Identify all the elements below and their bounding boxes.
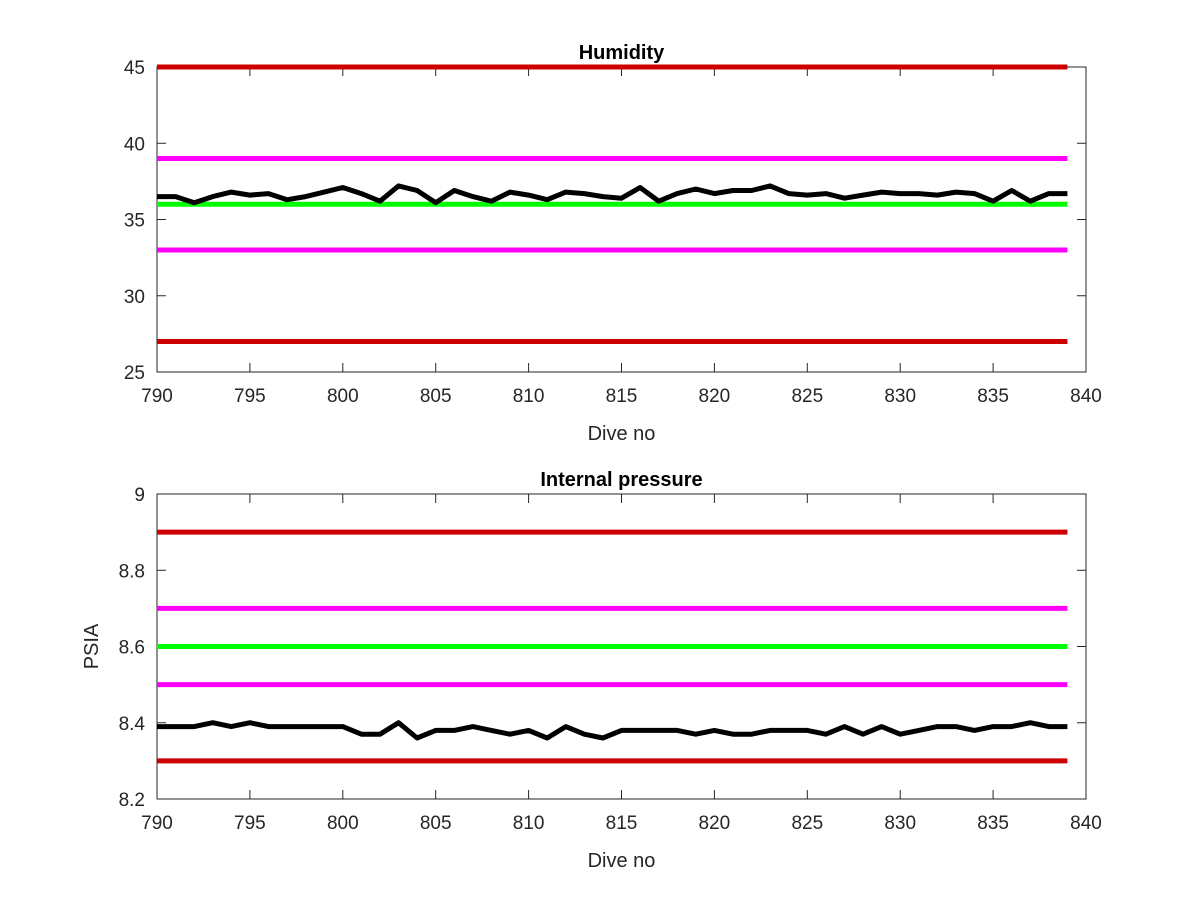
y-tick-label: 25: [124, 363, 145, 384]
x-tick-label: 800: [327, 813, 359, 834]
series-line: [157, 720, 1068, 741]
x-tick-label: 790: [141, 813, 173, 834]
x-tick-label: 840: [1070, 813, 1102, 834]
x-tick-label: 825: [791, 386, 823, 407]
x-tick-label: 795: [234, 813, 266, 834]
x-tick-label: 830: [884, 813, 916, 834]
y-tick-label: 8.4: [119, 714, 146, 735]
x-tick-label: 810: [513, 386, 545, 407]
x-tick-label: 805: [420, 386, 452, 407]
y-tick-label: 40: [124, 134, 145, 155]
y-tick-label: 35: [124, 211, 145, 232]
x-tick-label: 815: [606, 813, 638, 834]
y-tick-label: 8.2: [119, 790, 145, 811]
x-tick-label: 810: [513, 813, 545, 834]
x-axis-label: Dive no: [588, 423, 656, 445]
y-tick-label: 8.6: [119, 638, 145, 659]
plot-area: [156, 66, 1087, 373]
y-tick-label: 9: [134, 485, 145, 506]
chart-title: Internal pressure: [540, 469, 702, 491]
humidity-panel: 790 795 800 805 810 815 820 825 830 835 840 25 30 35 4…: [124, 42, 1102, 445]
x-tick-label: 805: [420, 813, 452, 834]
y-axis-label: PSIA: [81, 623, 103, 669]
chart-title: Humidity: [579, 42, 665, 64]
x-tick-label: 835: [977, 813, 1009, 834]
x-tick-label: 815: [606, 386, 638, 407]
x-axis-label: Dive no: [588, 850, 656, 872]
x-tick-label: 825: [791, 813, 823, 834]
series-line: [157, 183, 1068, 206]
y-tick-label: 30: [124, 287, 145, 308]
x-tick-label: 795: [234, 386, 266, 407]
internal-pressure-panel: 790 795 800 805 810 815 820 825 830 835 840 8.2 8.4 8…: [81, 469, 1102, 872]
y-tick-label: 8.8: [119, 561, 145, 582]
x-tick-label: 820: [699, 813, 731, 834]
x-tick-label: 800: [327, 386, 359, 407]
y-tick-label: 45: [124, 58, 145, 79]
x-tick-label: 835: [977, 386, 1009, 407]
x-tick-label: 830: [884, 386, 916, 407]
x-tick-label: 820: [699, 386, 731, 407]
x-tick-label: 790: [141, 386, 173, 407]
x-tick-label: 840: [1070, 386, 1102, 407]
